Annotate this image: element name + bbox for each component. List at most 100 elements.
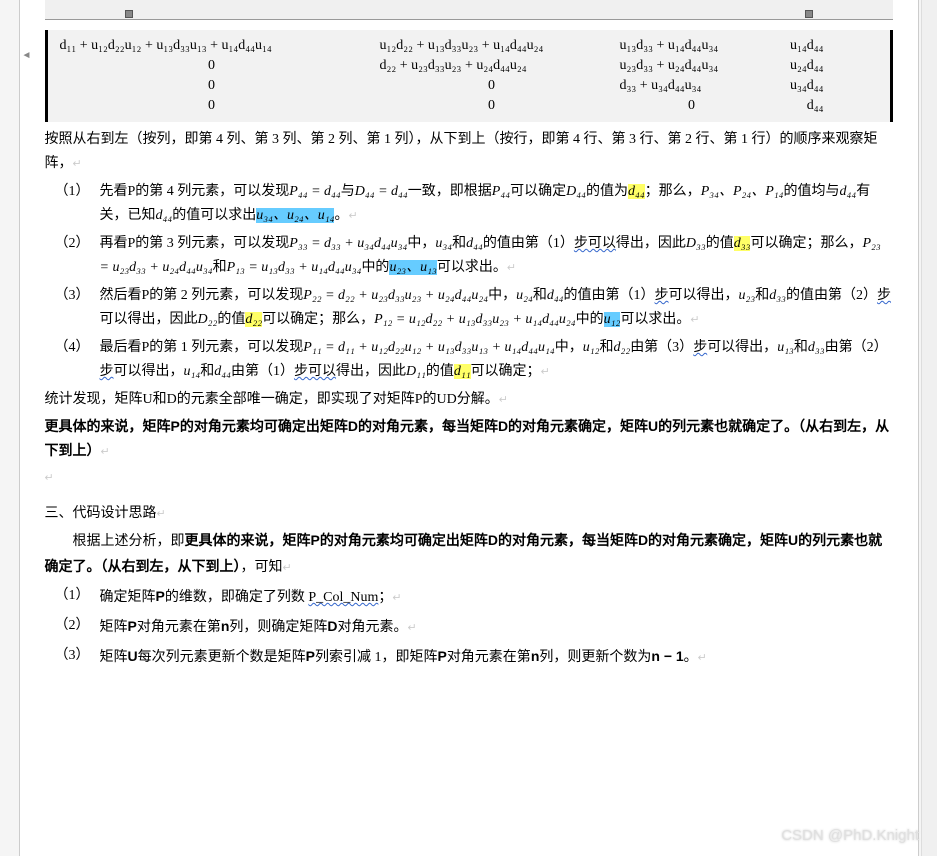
- text-run: d₄₄: [156, 208, 173, 223]
- item-body: 矩阵P对角元素在第n列，则确定矩阵D对角元素。↵: [100, 614, 893, 640]
- text-run: 然后看P的第 2 列元素，可以发现: [100, 288, 304, 303]
- text-run: 中的: [361, 260, 389, 275]
- matrix-cell: u₁₃d₃₃ + u₁₄d₄₄u₃₄: [612, 36, 772, 56]
- list-item: （1）确定矩阵P的维数，即确定了列数 P_Col_Num；↵: [45, 584, 893, 610]
- item-body: 先看P的第 4 列元素，可以发现P₄₄ = d₄₄与D₄₄ = d₄₄一致，即根…: [100, 180, 893, 228]
- return-mark: ↵: [408, 622, 417, 634]
- return-mark: ↵: [392, 592, 401, 604]
- list-item: （1）先看P的第 4 列元素，可以发现P₄₄ = d₄₄与D₄₄ = d₄₄一致…: [45, 180, 893, 228]
- list-item: （3）矩阵U每次列元素更新个数是矩阵P列索引减 1，即矩阵P对角元素在第n列，则…: [45, 644, 893, 670]
- text-run: 列索引减 1，即矩阵: [315, 650, 438, 665]
- text-run: 和: [200, 364, 214, 379]
- text-run: P: [437, 648, 446, 664]
- matrix-cell: 0: [52, 76, 372, 96]
- text-run: P₂₂ = d₂₂ + u₂₃d₃₃u₂₃ + u₂₄d₄₄u₂₄: [303, 288, 488, 303]
- text-run: 步: [693, 340, 707, 355]
- text-run: 和: [533, 288, 547, 303]
- ruler-tab-left[interactable]: [125, 10, 133, 18]
- scrollbar-right[interactable]: [921, 0, 937, 856]
- matrix-cell: u₂₃d₃₃ + u₂₄d₄₄u₃₄: [612, 56, 772, 76]
- text-run: 可以确定；那么，: [750, 236, 862, 251]
- text-run: 最后看P的第 1 列元素，可以发现: [100, 340, 304, 355]
- text-run: d₄₄: [214, 364, 231, 379]
- text-run: 的值: [426, 364, 454, 379]
- intro-paragraph: 按照从右到左（按列，即第 4 列、第 3 列、第 2 列、第 1 列），从下到上…: [45, 128, 893, 176]
- numbered-list-second: （1）确定矩阵P的维数，即确定了列数 P_Col_Num；↵ （2）矩阵P对角元素…: [45, 584, 893, 670]
- text-run: 步: [655, 288, 669, 303]
- text-run: 对角元素在第: [447, 650, 531, 665]
- item-body: 然后看P的第 2 列元素，可以发现P₂₂ = d₂₂ + u₂₃d₃₃u₂₃ +…: [100, 284, 893, 332]
- ruler-tab-right[interactable]: [805, 10, 813, 18]
- text-run: u₁₃: [777, 340, 794, 355]
- matrix-cell: d₄₄: [772, 96, 832, 116]
- text-run: 和: [599, 340, 613, 355]
- text-run: 的值为: [586, 184, 628, 199]
- matrix-cell: 0: [52, 96, 372, 116]
- matrix-cell: u₁₂d₂₂ + u₁₃d₃₃u₂₃ + u₁₄d₄₄u₂₄: [372, 36, 612, 56]
- text-run: d₁₁: [454, 364, 471, 379]
- text-run: 可以得出，: [707, 340, 777, 355]
- text-run: 由第（2）: [825, 340, 888, 355]
- return-mark: ↵: [157, 508, 166, 520]
- matrix-display: d₁₁ + u₁₂d₂₂u₁₂ + u₁₃d₃₃u₁₃ + u₁₄d₄₄u₁₄ …: [45, 30, 893, 122]
- text-run: 矩阵: [100, 620, 128, 635]
- text-run: P: [156, 588, 165, 604]
- matrix-cell: u₁₄d₄₄: [772, 36, 832, 56]
- text-run: 得出，因此: [616, 236, 686, 251]
- text-run: 步: [100, 364, 114, 379]
- item-body: 确定矩阵P的维数，即确定了列数 P_Col_Num；↵: [100, 584, 893, 610]
- text-run: 的值: [217, 312, 245, 327]
- ruler-top: [45, 0, 893, 20]
- text-run: 矩阵: [100, 650, 128, 665]
- return-mark: ↵: [541, 366, 550, 378]
- return-mark: ↵: [73, 158, 82, 170]
- matrix-cell: d₂₂ + u₂₃d₃₃u₂₃ + u₂₄d₄₄u₂₄: [372, 56, 612, 76]
- return-mark: ↵: [507, 262, 516, 274]
- section3-intro: 根据上述分析，即更具体的来说，矩阵P的对角元素均可确定出矩阵D的对角元素，每当矩…: [45, 528, 893, 580]
- text-run: 每次列元素更新个数是矩阵: [138, 650, 306, 665]
- text-run: 先看P的第 4 列元素，可以发现: [100, 184, 290, 199]
- item-number: （1）: [45, 180, 100, 228]
- text-run: D₁₁: [406, 364, 426, 379]
- text-run: 可以确定: [510, 184, 566, 199]
- text-run: 的维数，即确定了列数: [165, 590, 309, 605]
- text-run: 可以: [308, 364, 336, 379]
- item-number: （3）: [45, 284, 100, 332]
- item-body: 最后看P的第 1 列元素，可以发现P₁₁ = d₁₁ + u₁₂d₂₂u₁₂ +…: [100, 336, 893, 384]
- list-item: （2）矩阵P对角元素在第n列，则确定矩阵D对角元素。↵: [45, 614, 893, 640]
- text-run: 由第（3）: [630, 340, 693, 355]
- text-run: 与: [341, 184, 355, 199]
- text-run: 的值由第（2）: [786, 288, 877, 303]
- text-run: d₃₃: [769, 288, 786, 303]
- text-run: D₃₃: [686, 236, 706, 251]
- text-run: U: [128, 648, 138, 664]
- text-run: 的值由第（1）: [483, 236, 574, 251]
- text-run: D₂₂: [198, 312, 218, 327]
- scroll-left-icon[interactable]: ◄: [22, 50, 32, 61]
- text-run: 由第（1）: [231, 364, 294, 379]
- text-run: 步: [574, 236, 588, 251]
- text-run: 步: [877, 288, 891, 303]
- text-run: 得出，因此: [336, 364, 406, 379]
- return-mark: ↵: [101, 446, 110, 458]
- item-number: （1）: [45, 584, 100, 610]
- text-run: u₂₄: [516, 288, 533, 303]
- text-run: d₄₄: [840, 184, 857, 199]
- text-run: 可以得出，: [114, 364, 184, 379]
- list-item: （4）最后看P的第 1 列元素，可以发现P₁₁ = d₁₁ + u₁₂d₂₂u₁…: [45, 336, 893, 384]
- summary-paragraph-1: 统计发现，矩阵U和D的元素全部唯一确定，即实现了对矩阵P的UD分解。↵: [45, 388, 893, 412]
- text-run: P₄₄ = d₄₄: [289, 184, 340, 199]
- summary-paragraph-2: 更具体的来说，矩阵P的对角元素均可确定出矩阵D的对角元素，每当矩阵D的对角元素确…: [45, 414, 893, 464]
- text-run: u₃₄: [435, 236, 452, 251]
- matrix-cell: 0: [372, 76, 612, 96]
- return-mark: ↵: [45, 472, 54, 484]
- return-mark: ↵: [499, 394, 508, 406]
- section3-title: 三、代码设计思路↵: [45, 502, 893, 522]
- text-run: 对角元素。: [338, 620, 408, 635]
- text-run: 确定矩阵: [100, 590, 156, 605]
- item-number: （4）: [45, 336, 100, 384]
- text-run: 可以: [588, 236, 616, 251]
- text-run: 中，: [555, 340, 583, 355]
- item-body: 再看P的第 3 列元素，可以发现P₃₃ = d₃₃ + u₃₄d₄₄u₃₄中，u…: [100, 232, 893, 280]
- text-run: 可以确定；那么，: [262, 312, 374, 327]
